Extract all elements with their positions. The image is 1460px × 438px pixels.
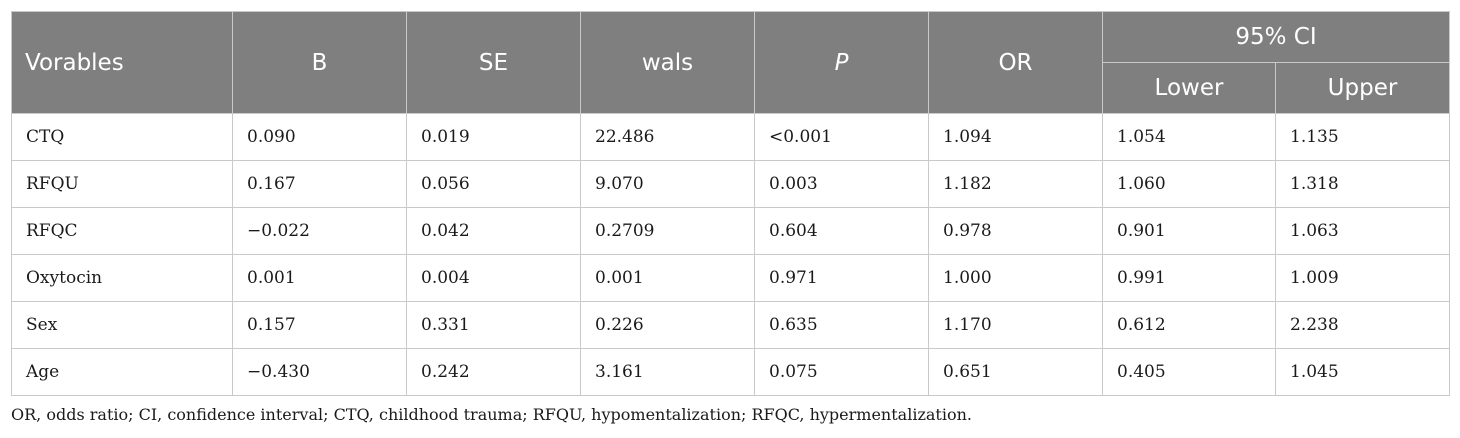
cell-b: 0.001 [232, 254, 407, 302]
cell-wals: 3.161 [580, 348, 755, 396]
cell-b: −0.022 [232, 207, 407, 255]
cell-ci-upper: 1.045 [1275, 348, 1450, 396]
cell-se: 0.019 [406, 113, 581, 161]
header-b: B [232, 11, 407, 114]
table-body: CTQ 0.090 0.019 22.486 <0.001 1.094 1.05… [11, 113, 1450, 396]
cell-variable: Sex [11, 301, 233, 349]
cell-ci-lower: 1.054 [1102, 113, 1276, 161]
table-row: Age −0.430 0.242 3.161 0.075 0.651 0.405… [11, 348, 1450, 396]
cell-wals: 22.486 [580, 113, 755, 161]
results-table-container: Vorables B SE wals P OR 95% CI Lower Upp… [11, 11, 1450, 396]
cell-wals: 0.001 [580, 254, 755, 302]
cell-wals: 0.2709 [580, 207, 755, 255]
cell-p: 0.003 [754, 160, 929, 208]
cell-p: 0.635 [754, 301, 929, 349]
table-row: Sex 0.157 0.331 0.226 0.635 1.170 0.612 … [11, 301, 1450, 349]
cell-ci-upper: 1.318 [1275, 160, 1450, 208]
table-header: Vorables B SE wals P OR 95% CI Lower Upp… [11, 11, 1450, 114]
cell-ci-lower: 0.991 [1102, 254, 1276, 302]
cell-ci-lower: 0.405 [1102, 348, 1276, 396]
cell-or: 0.651 [928, 348, 1103, 396]
cell-p: 0.604 [754, 207, 929, 255]
cell-or: 1.094 [928, 113, 1103, 161]
cell-se: 0.331 [406, 301, 581, 349]
cell-b: −0.430 [232, 348, 407, 396]
cell-b: 0.157 [232, 301, 407, 349]
cell-ci-upper: 2.238 [1275, 301, 1450, 349]
table-row: RFQU 0.167 0.056 9.070 0.003 1.182 1.060… [11, 160, 1450, 208]
cell-ci-lower: 0.901 [1102, 207, 1276, 255]
cell-or: 1.170 [928, 301, 1103, 349]
header-se: SE [406, 11, 581, 114]
cell-se: 0.042 [406, 207, 581, 255]
table-row: Oxytocin 0.001 0.004 0.001 0.971 1.000 0… [11, 254, 1450, 302]
cell-ci-lower: 1.060 [1102, 160, 1276, 208]
cell-p: 0.075 [754, 348, 929, 396]
table-footnote: OR, odds ratio; CI, confidence interval;… [11, 405, 972, 424]
header-ci-lower: Lower [1102, 62, 1276, 114]
cell-or: 1.000 [928, 254, 1103, 302]
header-variables: Vorables [11, 11, 233, 114]
cell-variable: RFQC [11, 207, 233, 255]
header-ci-upper: Upper [1275, 62, 1450, 114]
table-row: RFQC −0.022 0.042 0.2709 0.604 0.978 0.9… [11, 207, 1450, 255]
cell-se: 0.004 [406, 254, 581, 302]
cell-ci-upper: 1.135 [1275, 113, 1450, 161]
cell-variable: Age [11, 348, 233, 396]
cell-variable: CTQ [11, 113, 233, 161]
header-p: P [754, 11, 929, 114]
cell-or: 1.182 [928, 160, 1103, 208]
header-or: OR [928, 11, 1103, 114]
cell-wals: 0.226 [580, 301, 755, 349]
cell-b: 0.090 [232, 113, 407, 161]
header-wals: wals [580, 11, 755, 114]
cell-variable: Oxytocin [11, 254, 233, 302]
cell-ci-upper: 1.063 [1275, 207, 1450, 255]
cell-variable: RFQU [11, 160, 233, 208]
cell-p: <0.001 [754, 113, 929, 161]
table-row: CTQ 0.090 0.019 22.486 <0.001 1.094 1.05… [11, 113, 1450, 161]
cell-se: 0.056 [406, 160, 581, 208]
cell-ci-upper: 1.009 [1275, 254, 1450, 302]
header-95-ci: 95% CI [1102, 11, 1450, 63]
cell-se: 0.242 [406, 348, 581, 396]
cell-ci-lower: 0.612 [1102, 301, 1276, 349]
cell-b: 0.167 [232, 160, 407, 208]
regression-table: Vorables B SE wals P OR 95% CI Lower Upp… [11, 11, 1450, 396]
cell-wals: 9.070 [580, 160, 755, 208]
cell-or: 0.978 [928, 207, 1103, 255]
cell-p: 0.971 [754, 254, 929, 302]
